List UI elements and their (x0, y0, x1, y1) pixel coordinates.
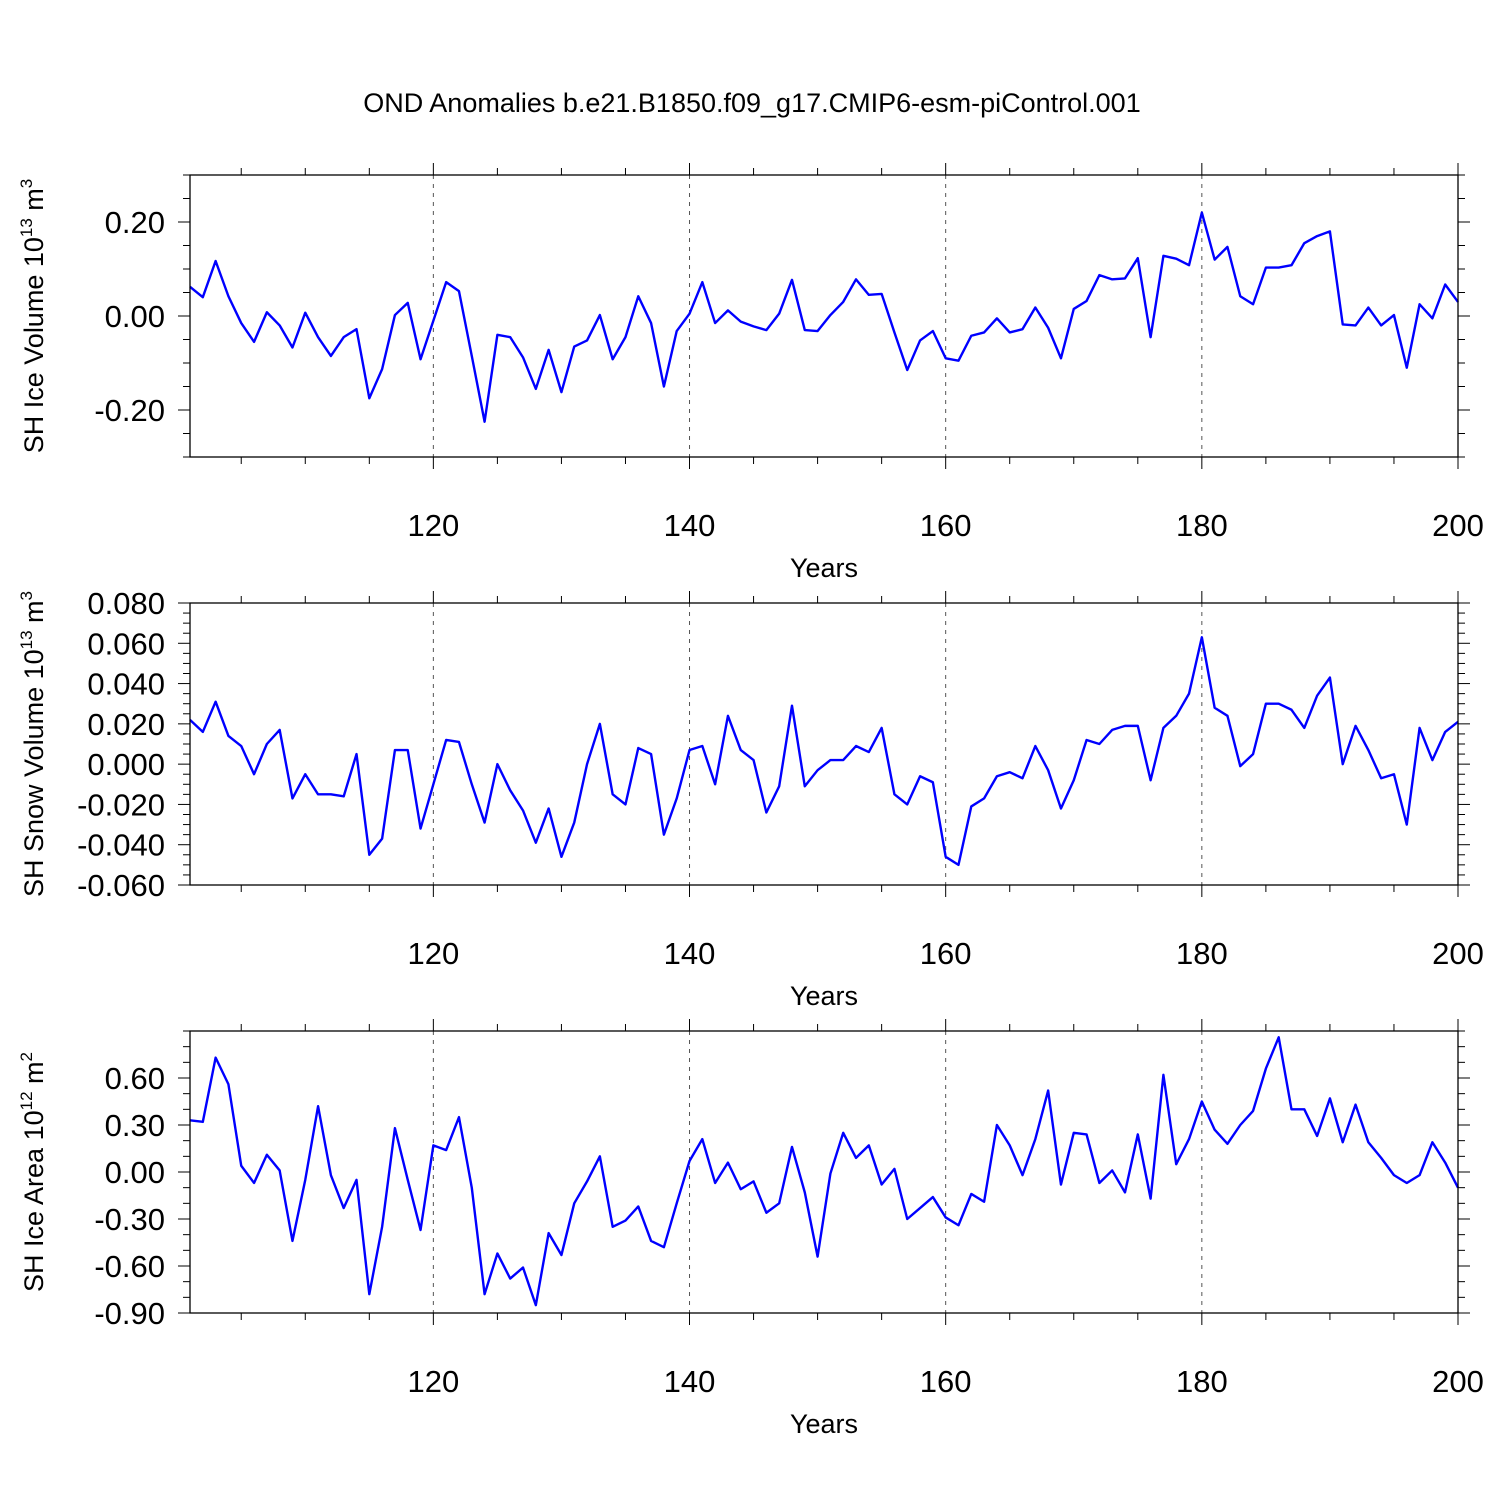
y-tick-label: 0.00 (105, 1155, 165, 1190)
y-tick-label: -0.040 (77, 828, 165, 863)
x-tick-label: 120 (407, 936, 459, 971)
x-axis-title: Years (790, 553, 858, 583)
x-tick-label: 180 (1176, 508, 1228, 543)
y-axis-title: SH Ice Volume 1013 m3 (17, 179, 49, 454)
y-tick-label: 0.020 (87, 707, 165, 742)
series-line (189, 1036, 1460, 1307)
y-axis-text: m (19, 188, 49, 218)
x-tick-label: 200 (1432, 936, 1484, 971)
y-axis-title: SH Snow Volume 1013 m3 (17, 591, 49, 897)
x-tick-label: 120 (407, 508, 459, 543)
y-tick-label: 0.20 (105, 205, 165, 240)
x-tick-label: 180 (1176, 1364, 1228, 1399)
panel-3: 120 140 160 180 200 -0.90 -0.60 -0.30 0.00 0.30 0.… (17, 1019, 1484, 1439)
plot-frame (189, 174, 1459, 458)
series-line (189, 636, 1459, 867)
x-tick-label: 160 (920, 936, 972, 971)
panel-1: 120 140 160 180 200 -0.20 0.00 0.20 Years SH Ice … (17, 163, 1484, 583)
y-axis-exponent: 2 (17, 1052, 36, 1061)
y-axis-title: SH Ice Area 1012 m2 (17, 1052, 49, 1292)
y-axis-exponent: 12 (17, 1091, 36, 1110)
x-tick-label: 200 (1432, 508, 1484, 543)
x-tick-label: 140 (664, 1364, 716, 1399)
y-tick-label: 0.080 (87, 586, 165, 621)
y-axis-exponent: 3 (17, 179, 36, 188)
y-axis-text: m (19, 1061, 49, 1091)
x-axis-title: Years (790, 981, 858, 1011)
x-axis-title: Years (790, 1409, 858, 1439)
y-tick-label: -0.20 (94, 393, 165, 428)
plot-frame (189, 602, 1459, 886)
series-line (189, 211, 1459, 423)
x-tick-label: 200 (1432, 1364, 1484, 1399)
y-tick-label: -0.020 (77, 787, 165, 822)
y-tick-label: -0.90 (94, 1296, 165, 1331)
y-tick-label: 0.30 (105, 1108, 165, 1143)
x-tick-label: 140 (664, 936, 716, 971)
y-tick-label: 0.60 (105, 1061, 165, 1096)
y-tick-label: 0.000 (87, 747, 165, 782)
x-tick-label: 160 (920, 1364, 972, 1399)
x-tick-label: 120 (407, 1364, 459, 1399)
x-tick-label: 180 (1176, 936, 1228, 971)
plot-frame (189, 1030, 1459, 1314)
y-axis-text: m (19, 600, 49, 630)
y-axis-exponent: 13 (17, 218, 36, 237)
x-tick-label: 140 (664, 508, 716, 543)
y-tick-label: -0.30 (94, 1202, 165, 1237)
y-axis-text: SH Ice Volume 10 (19, 237, 49, 453)
y-axis-text: SH Snow Volume 10 (19, 649, 49, 897)
y-axis-exponent: 13 (17, 630, 36, 649)
y-tick-label: -0.60 (94, 1249, 165, 1284)
y-tick-label: -0.060 (77, 868, 165, 903)
y-tick-label: 0.00 (105, 299, 165, 334)
y-axis-text: SH Ice Area 10 (19, 1110, 49, 1292)
y-tick-label: 0.040 (87, 667, 165, 702)
panel-2: 120 140 160 180 200 -0.060 -0.040 -0.020 0.000 0.… (17, 586, 1484, 1011)
chart-title: OND Anomalies b.e21.B1850.f09_g17.CMIP6-… (363, 88, 1140, 118)
y-axis-exponent: 3 (17, 591, 36, 600)
y-tick-label: 0.060 (87, 626, 165, 661)
x-tick-label: 160 (920, 508, 972, 543)
